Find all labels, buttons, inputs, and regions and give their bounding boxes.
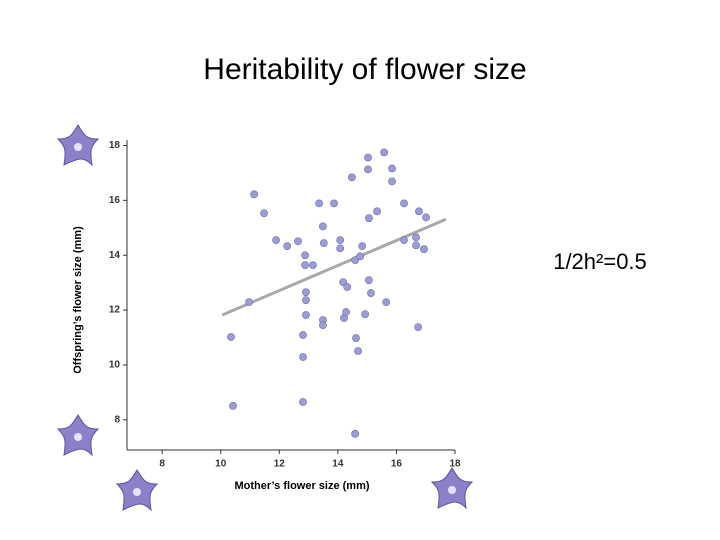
y-tick-label: 18 xyxy=(109,140,121,151)
point xyxy=(315,199,324,208)
annotation: 1/2h²=0.5 xyxy=(553,249,647,274)
point xyxy=(319,321,327,330)
point xyxy=(309,261,317,269)
y-tick-label: 8 xyxy=(114,414,120,425)
point xyxy=(245,298,254,307)
point xyxy=(400,236,408,245)
flower-icon xyxy=(431,467,473,509)
point xyxy=(330,199,338,208)
point xyxy=(299,353,307,361)
point xyxy=(348,173,356,182)
y-tick-label: 14 xyxy=(109,250,121,261)
point xyxy=(364,165,372,174)
trend-line xyxy=(221,217,447,317)
flower-icon xyxy=(116,469,158,511)
point xyxy=(364,153,372,162)
point xyxy=(361,310,369,319)
point xyxy=(380,148,389,157)
point xyxy=(319,222,327,231)
point xyxy=(343,283,352,291)
title: Heritability of flower size xyxy=(203,53,526,86)
point xyxy=(260,209,268,218)
point xyxy=(420,245,428,254)
point xyxy=(301,251,309,260)
x-tick-label: 12 xyxy=(274,459,286,470)
point xyxy=(299,331,307,339)
x-tick-label: 10 xyxy=(215,459,227,470)
point xyxy=(250,190,258,199)
point xyxy=(382,298,391,307)
point xyxy=(400,199,408,208)
point xyxy=(229,401,237,410)
y-tick-label: 16 xyxy=(109,195,121,206)
x-axis-label: Mother’s flower size (mm) xyxy=(234,480,369,492)
y-tick-label: 12 xyxy=(109,305,121,316)
point xyxy=(373,207,381,216)
point xyxy=(283,242,292,251)
point xyxy=(388,164,396,173)
point xyxy=(412,233,420,242)
point xyxy=(336,236,345,245)
point xyxy=(354,347,362,355)
point xyxy=(302,296,310,305)
point xyxy=(414,323,422,331)
point xyxy=(358,242,367,251)
point xyxy=(301,261,309,269)
point xyxy=(342,308,350,316)
flower-icon xyxy=(57,414,99,456)
point xyxy=(299,398,307,406)
x-tick-label: 14 xyxy=(332,459,344,470)
point xyxy=(367,289,375,297)
x-tick-label: 18 xyxy=(449,459,461,470)
point xyxy=(227,333,235,341)
point xyxy=(302,288,310,297)
x-tick-label: 16 xyxy=(391,459,403,470)
point xyxy=(294,237,302,246)
y-axis-label: Offspring’s flower size (mm) xyxy=(72,226,84,374)
point xyxy=(388,177,396,186)
point xyxy=(319,239,328,248)
flower-icon xyxy=(57,124,99,166)
point xyxy=(415,207,423,216)
point xyxy=(364,214,373,223)
point xyxy=(364,276,373,285)
point xyxy=(422,213,430,222)
point xyxy=(352,334,360,342)
point xyxy=(412,241,420,250)
point xyxy=(272,236,280,245)
y-tick-label: 10 xyxy=(109,360,121,371)
point xyxy=(302,311,310,319)
point xyxy=(336,244,345,253)
point xyxy=(351,429,360,438)
point xyxy=(356,252,365,261)
x-tick-label: 8 xyxy=(159,459,165,470)
